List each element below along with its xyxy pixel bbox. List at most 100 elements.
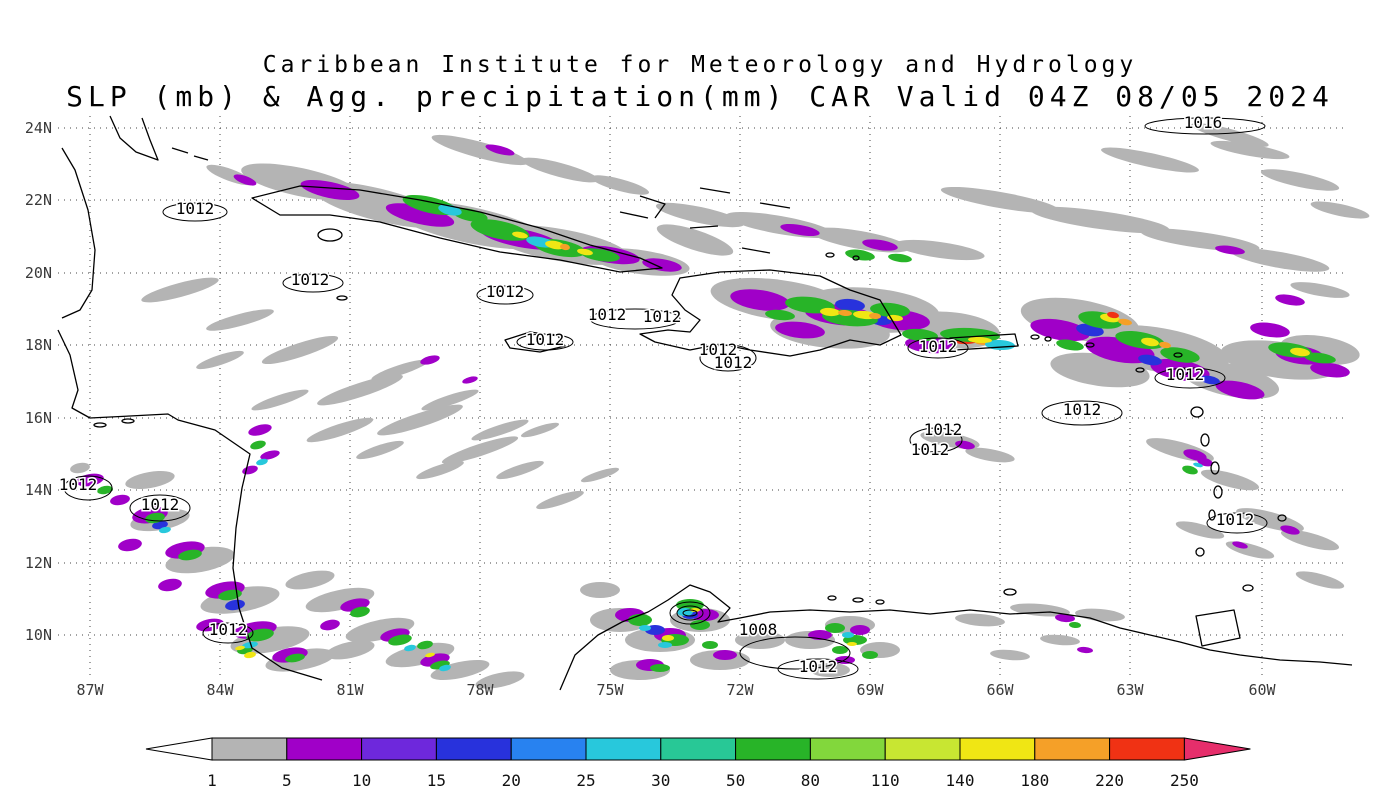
precip-blob <box>462 376 478 384</box>
pressure-contour <box>907 337 969 359</box>
colorbar-tick-label: 110 <box>871 771 900 790</box>
precip-blob <box>869 312 881 320</box>
precip-blob <box>512 231 528 239</box>
precip-blob <box>206 309 274 331</box>
colorbar-segment <box>286 737 363 761</box>
precip-blob <box>658 642 672 648</box>
precip-blob <box>1140 228 1260 252</box>
pressure-contour <box>676 605 704 621</box>
precip-blob <box>847 642 857 646</box>
precip-blob <box>655 202 745 228</box>
colorbar-group: 1 5 10 15 20 25 30 50 80 110 140 180 220 250 <box>145 737 1251 790</box>
pressure-label: 1012 <box>1063 400 1102 419</box>
precip-blob <box>1280 529 1340 551</box>
precip-blob <box>141 277 219 303</box>
precip-blob <box>371 359 429 381</box>
precip-blob <box>1101 147 1199 173</box>
island <box>852 255 860 261</box>
coastline <box>109 115 159 161</box>
precip-blob <box>955 440 975 450</box>
precip-blob <box>159 526 171 534</box>
pressure-contour <box>516 333 574 351</box>
pressure-contour <box>669 601 711 625</box>
colorbar-segment <box>510 737 587 761</box>
precip-blob <box>545 240 565 250</box>
pressure-label: 1012 <box>924 420 963 439</box>
precip-blob <box>1055 613 1075 623</box>
island <box>1277 514 1287 522</box>
precip-blob <box>1069 621 1081 629</box>
precip-blob <box>1280 525 1300 535</box>
precip-blob <box>1215 380 1265 400</box>
lon-tick-label: 84W <box>206 681 234 699</box>
precip-blob <box>233 174 257 186</box>
pressure-contour <box>63 475 113 501</box>
precip-blob <box>317 374 403 406</box>
pressure-contour <box>202 622 254 644</box>
axis-labels: 24N 22N 20N 18N 16N 14N 12N 10N 87W 84W 81W 78W 75W 7… <box>25 119 1277 699</box>
precip-blob <box>888 253 912 263</box>
precip-blob <box>536 490 584 510</box>
colorbar-segment <box>884 737 961 761</box>
precip-blob <box>765 309 795 321</box>
lon-tick-label: 63W <box>1116 681 1144 699</box>
pressure-contour <box>589 308 681 330</box>
precip-blob <box>1200 469 1260 491</box>
precip-blob <box>152 520 168 530</box>
precip-blob <box>1250 322 1290 338</box>
lat-tick-label: 14N <box>25 481 52 499</box>
precip-blob <box>838 309 852 317</box>
precip-blob <box>244 651 256 659</box>
precip-blob <box>870 302 910 318</box>
precip-blob <box>496 460 544 480</box>
precip-blob <box>1182 465 1198 475</box>
precip-blob <box>862 651 878 659</box>
pressure-contour <box>699 344 757 372</box>
precip-blob <box>385 642 455 668</box>
pressure-contour <box>1041 400 1123 426</box>
precip-blob <box>825 623 845 633</box>
island <box>1173 352 1183 358</box>
pressure-label: 1012 <box>291 270 330 289</box>
island <box>827 595 837 601</box>
pressure-label: 1012 <box>1216 510 1255 529</box>
precip-blob <box>1225 541 1275 559</box>
precip-blob <box>196 618 224 632</box>
precip-blob <box>475 671 525 689</box>
precip-blob <box>196 350 244 370</box>
colorbar-tick-label: 15 <box>427 771 446 790</box>
pressure-contour <box>476 285 534 305</box>
precip-blob <box>261 335 339 365</box>
colorbar-segment <box>211 737 288 761</box>
precip-blob <box>1040 634 1080 646</box>
precip-blob <box>702 641 718 649</box>
precip-blob <box>425 652 435 658</box>
lon-tick-label: 72W <box>726 681 754 699</box>
precip-blob <box>285 653 305 663</box>
precip-blob <box>1138 354 1162 366</box>
lat-tick-label: 20N <box>25 264 52 282</box>
precip-blob <box>656 224 734 256</box>
lon-tick-label: 75W <box>596 681 624 699</box>
coastline <box>1195 609 1241 647</box>
precip-blob <box>820 307 840 317</box>
precip-blob <box>325 640 375 660</box>
island <box>825 252 835 258</box>
precip-blob <box>1304 352 1336 364</box>
colorbar-tick-label: 1 <box>207 771 217 790</box>
precip-blob <box>1290 282 1350 298</box>
lat-tick-label: 10N <box>25 626 52 644</box>
precip-blob <box>441 436 519 464</box>
precip-blob <box>420 355 440 365</box>
precip-blob <box>345 617 415 643</box>
pressure-contour <box>129 494 191 522</box>
precip-blob <box>404 644 416 652</box>
precip-blob <box>810 663 850 677</box>
precip-blob <box>662 635 674 641</box>
precip-blob <box>421 389 479 411</box>
pressure-contour <box>739 636 851 670</box>
precip-blob <box>260 450 280 460</box>
precip-blob <box>158 578 182 592</box>
precip-blob <box>430 659 490 681</box>
